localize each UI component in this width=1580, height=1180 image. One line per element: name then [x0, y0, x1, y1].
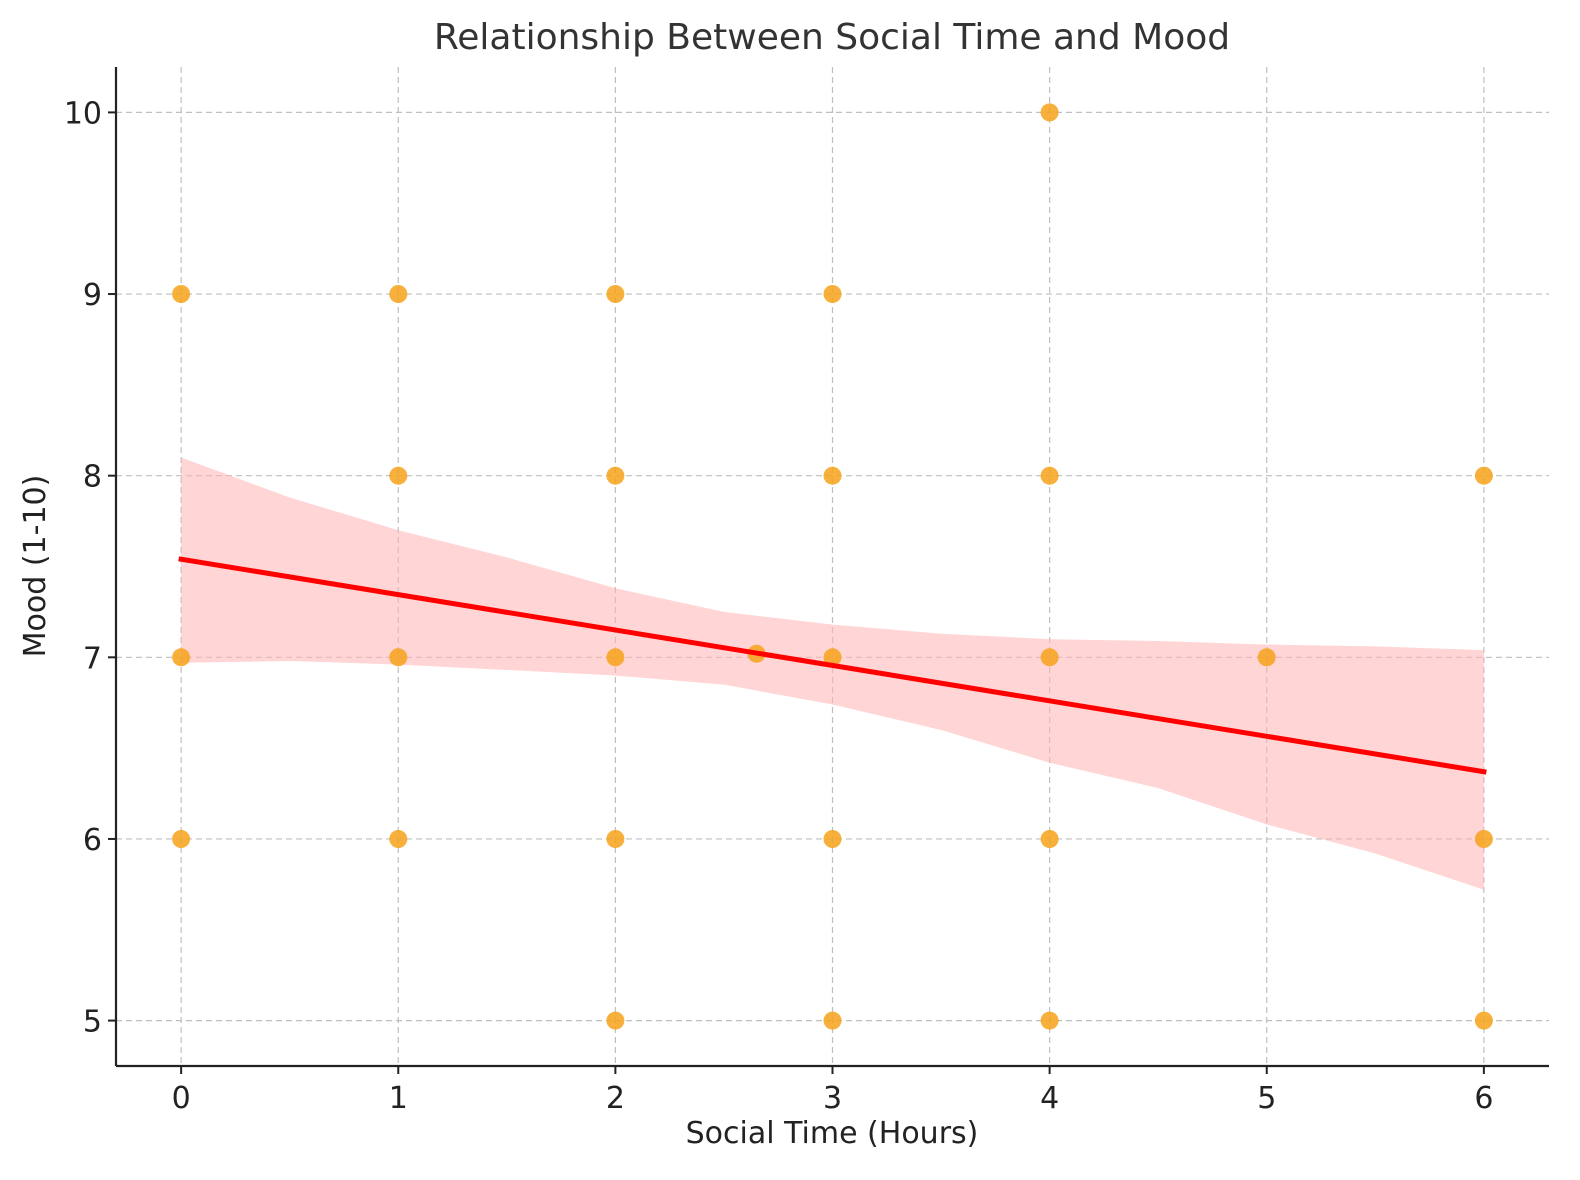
- x-tick-label: 3: [823, 1081, 842, 1116]
- y-axis-title: Mood (1-10): [18, 475, 53, 658]
- x-tick-label: 2: [606, 1081, 625, 1116]
- data-point: [172, 830, 191, 848]
- data-point: [389, 648, 408, 667]
- tick-labels: 0 1 2 3 4 5 6 5 6 7 8 9 10: [64, 96, 1494, 1116]
- x-tick-label: 1: [389, 1081, 408, 1116]
- data-point: [1040, 648, 1059, 667]
- data-point: [823, 285, 842, 303]
- data-point: [1040, 466, 1059, 485]
- data-point: [823, 830, 842, 848]
- data-point: [1040, 103, 1059, 122]
- data-point: [1474, 466, 1493, 485]
- data-point: [389, 285, 408, 303]
- y-tick-label: 5: [83, 1005, 102, 1040]
- x-tick-label: 0: [172, 1081, 191, 1116]
- y-tick-label: 8: [83, 460, 102, 495]
- data-point: [823, 648, 842, 667]
- chart-title: Relationship Between Social Time and Moo…: [434, 17, 1230, 58]
- data-point: [823, 1011, 842, 1030]
- data-point: [389, 830, 408, 848]
- data-point: [1257, 648, 1276, 667]
- data-point: [606, 830, 625, 848]
- data-point: [606, 285, 625, 303]
- data-point: [606, 466, 625, 485]
- confidence-band: [181, 457, 1484, 890]
- x-tick-label: 4: [1040, 1081, 1059, 1116]
- data-point: [823, 466, 842, 485]
- x-tick-label: 6: [1474, 1081, 1493, 1116]
- y-tick-label: 10: [64, 96, 102, 131]
- data-point: [389, 466, 408, 485]
- data-point: [1040, 1011, 1059, 1030]
- data-point: [1040, 830, 1059, 848]
- data-point: [172, 285, 191, 303]
- data-point: [1474, 1011, 1493, 1030]
- data-point: [606, 1011, 625, 1030]
- y-tick-label: 9: [83, 278, 102, 313]
- data-point: [1474, 830, 1493, 848]
- data-point: [172, 648, 191, 667]
- x-axis-title: Social Time (Hours): [686, 1116, 979, 1151]
- regression-line: [178, 556, 1487, 775]
- confidence-band-layer: [181, 457, 1484, 890]
- x-tick-label: 5: [1257, 1081, 1276, 1116]
- data-point: [606, 648, 625, 667]
- points-layer: [172, 103, 1493, 1030]
- y-tick-label: 7: [83, 641, 102, 676]
- y-tick-label: 6: [83, 823, 102, 858]
- trend-line-layer: [178, 556, 1487, 775]
